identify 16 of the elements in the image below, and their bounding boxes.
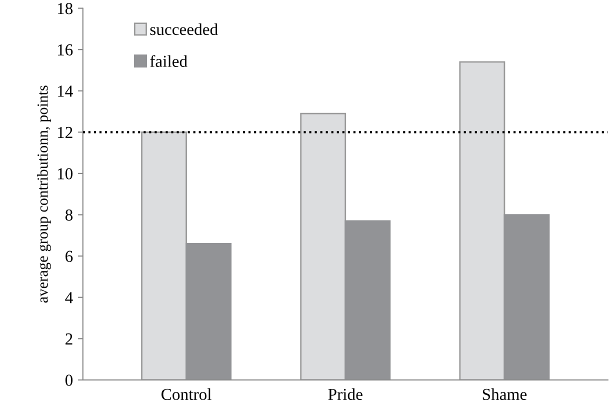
- x-tick-label: Control: [162, 388, 212, 400]
- y-tick-label: 18: [58, 2, 73, 14]
- y-tick-label: 4: [65, 292, 73, 304]
- y-tick-label: 6: [66, 250, 73, 262]
- y-tick-label: 10: [58, 168, 73, 180]
- x-tick-label: Shame: [482, 388, 527, 400]
- y-axis-title: average group contributionn, points: [37, 86, 51, 303]
- y-tick-label: 16: [58, 44, 73, 56]
- legend-label: failed: [150, 55, 188, 67]
- y-tick-label: 2: [66, 333, 72, 344]
- y-tick-label: 0: [65, 374, 73, 386]
- y-tick-label: 8: [65, 209, 73, 221]
- y-tick-label: 14: [58, 86, 73, 97]
- x-tick-label: Pride: [328, 388, 362, 400]
- y-tick-label: 12: [58, 126, 72, 138]
- legend-label: succeeded: [150, 23, 218, 36]
